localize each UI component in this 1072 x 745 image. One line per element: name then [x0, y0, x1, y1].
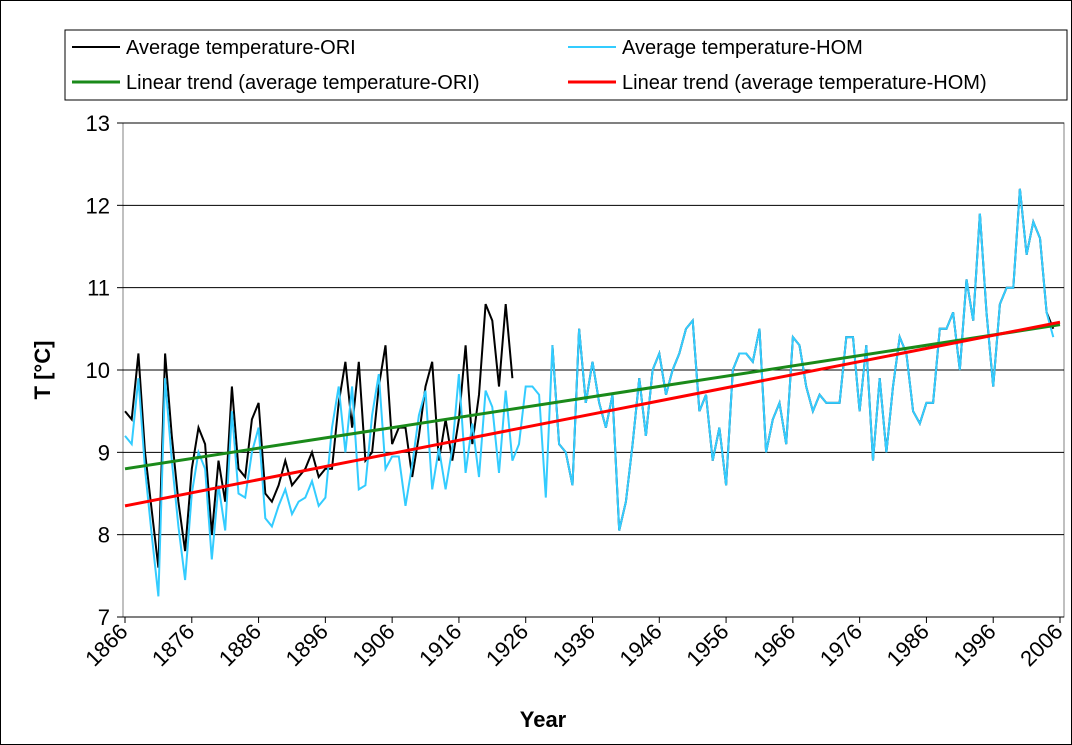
y-tick-label: 13 [86, 111, 110, 136]
x-axis-title: Year [520, 707, 567, 732]
legend-label: Linear trend (average temperature-HOM) [622, 72, 987, 94]
y-tick-label: 9 [98, 440, 110, 465]
legend-label: Average temperature-ORI [126, 37, 356, 59]
legend-label: Linear trend (average temperature-ORI) [126, 72, 480, 94]
series-line [124, 320, 1061, 508]
series-line [124, 188, 1055, 597]
y-tick-label: 8 [98, 523, 110, 548]
y-tick-label: 10 [86, 358, 110, 383]
series-line [124, 323, 1061, 471]
y-tick-label: 11 [87, 276, 110, 301]
y-tick-label: 12 [86, 193, 110, 218]
legend-label: Average temperature-HOM [622, 37, 863, 59]
y-axis-title: T [°C] [30, 341, 55, 400]
y-tick-label: 7 [98, 605, 110, 630]
legend-box [64, 29, 1068, 101]
